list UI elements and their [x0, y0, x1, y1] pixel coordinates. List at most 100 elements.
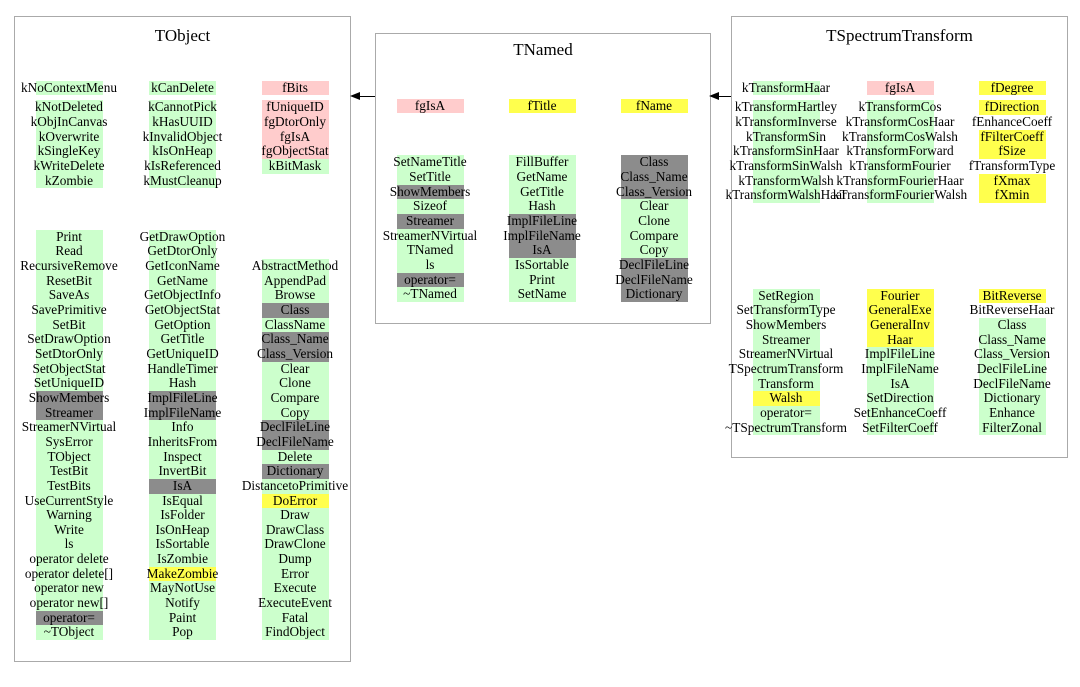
member-geticonname[interactable]: GetIconName: [108, 258, 258, 274]
member-knocontextmenu[interactable]: kNoContextMenu: [0, 80, 144, 96]
member-tobject[interactable]: TObject: [0, 449, 144, 465]
member-setdtoronly[interactable]: SetDtorOnly: [0, 346, 144, 362]
member-tobject[interactable]: ~TObject: [0, 625, 144, 641]
member-ftransformtype[interactable]: fTransformType: [937, 158, 1080, 174]
member-class-version[interactable]: Class_Version: [579, 184, 729, 200]
member-fatal[interactable]: Fatal: [220, 610, 370, 626]
member-setobjectstat[interactable]: SetObjectStat: [0, 361, 144, 377]
class-title-tnamed[interactable]: TNamed: [513, 40, 573, 59]
member-implfileline[interactable]: ImplFileLine: [825, 346, 975, 362]
member-ktransformcoswalsh[interactable]: kTransformCosWalsh: [825, 129, 975, 145]
member-fillbuffer[interactable]: FillBuffer: [467, 155, 617, 171]
member-setbit[interactable]: SetBit: [0, 317, 144, 333]
member-ffiltercoeff[interactable]: fFilterCoeff: [937, 129, 1080, 145]
member-ktransformfourierwalsh[interactable]: kTransformFourierWalsh: [825, 187, 975, 203]
member-implfileline[interactable]: ImplFileLine: [108, 390, 258, 406]
member-knotdeleted[interactable]: kNotDeleted: [0, 100, 144, 116]
member-tnamed[interactable]: TNamed: [355, 242, 505, 258]
member-setregion[interactable]: SetRegion: [711, 288, 861, 304]
member-implfilename[interactable]: ImplFileName: [467, 228, 617, 244]
member-bitreversehaar[interactable]: BitReverseHaar: [937, 303, 1080, 318]
member-ktransforminverse[interactable]: kTransformInverse: [711, 114, 861, 130]
member-usecurrentstyle[interactable]: UseCurrentStyle: [0, 493, 144, 509]
member-fxmax[interactable]: fXmax: [937, 173, 1080, 189]
member-tnamed[interactable]: ~TNamed: [355, 286, 505, 302]
member-streamer[interactable]: Streamer: [0, 405, 144, 421]
member-class-name[interactable]: Class_Name: [579, 169, 729, 185]
member-drawclone[interactable]: DrawClone: [220, 537, 370, 553]
member-operator[interactable]: operator=: [355, 272, 505, 288]
member-setuniqueid[interactable]: SetUniqueID: [0, 375, 144, 391]
member-kzombie[interactable]: kZombie: [0, 173, 144, 189]
member-dictionary[interactable]: Dictionary: [220, 463, 370, 479]
member-fname[interactable]: fName: [579, 98, 729, 114]
member-showmembers[interactable]: ShowMembers: [355, 184, 505, 200]
member-isonheap[interactable]: IsOnHeap: [108, 522, 258, 538]
member-write[interactable]: Write: [0, 522, 144, 538]
member-filterzonal[interactable]: FilterZonal: [937, 420, 1080, 436]
member-dump[interactable]: Dump: [220, 551, 370, 567]
member-class-name[interactable]: Class_Name: [220, 331, 370, 347]
member-khasuuid[interactable]: kHasUUID: [108, 114, 258, 130]
member-ktransformcos[interactable]: kTransformCos: [825, 100, 975, 116]
member-recursiveremove[interactable]: RecursiveRemove: [0, 258, 144, 274]
member-generalinv[interactable]: GeneralInv: [825, 317, 975, 333]
member-testbit[interactable]: TestBit: [0, 463, 144, 479]
member-ftitle[interactable]: fTitle: [467, 98, 617, 114]
member-getobjectinfo[interactable]: GetObjectInfo: [108, 287, 258, 303]
member-ktransformhartley[interactable]: kTransformHartley: [711, 100, 861, 116]
member-execute[interactable]: Execute: [220, 581, 370, 597]
member-transform[interactable]: Transform: [711, 376, 861, 392]
member-funiqueid[interactable]: fUniqueID: [220, 100, 370, 116]
member-print[interactable]: Print: [467, 272, 617, 288]
member-fgisa[interactable]: fgIsA: [355, 98, 505, 114]
member-kinvalidobject[interactable]: kInvalidObject: [108, 129, 258, 145]
member-kisonheap[interactable]: kIsOnHeap: [108, 144, 258, 160]
member-declfilename[interactable]: DeclFileName: [937, 376, 1080, 392]
member-findobject[interactable]: FindObject: [220, 625, 370, 641]
member-ktransformcoshaar[interactable]: kTransformCosHaar: [825, 114, 975, 130]
member-kcandelete[interactable]: kCanDelete: [108, 80, 258, 96]
member-showmembers[interactable]: ShowMembers: [0, 390, 144, 406]
member-haar[interactable]: Haar: [825, 332, 975, 348]
member-copy[interactable]: Copy: [579, 242, 729, 258]
member-dictionary[interactable]: Dictionary: [579, 286, 729, 302]
member-setdirection[interactable]: SetDirection: [825, 390, 975, 406]
member-saveprimitive[interactable]: SavePrimitive: [0, 302, 144, 318]
class-title-tobject[interactable]: TObject: [154, 26, 211, 45]
member-declfilename[interactable]: DeclFileName: [579, 272, 729, 288]
member-generalexe[interactable]: GeneralExe: [825, 303, 975, 318]
member-maynotuse[interactable]: MayNotUse: [108, 581, 258, 597]
member-clone[interactable]: Clone: [220, 375, 370, 391]
member-walsh[interactable]: Walsh: [711, 390, 861, 406]
member-class[interactable]: Class: [937, 317, 1080, 333]
member-fgisa[interactable]: fgIsA: [220, 129, 370, 145]
member-drawclass[interactable]: DrawClass: [220, 522, 370, 538]
member-tspectrumtransform[interactable]: TSpectrumTransform: [711, 361, 861, 377]
member-bitreverse[interactable]: BitReverse: [937, 288, 1080, 304]
member-dictionary[interactable]: Dictionary: [937, 390, 1080, 406]
member-fourier[interactable]: Fourier: [825, 288, 975, 304]
member-declfileline[interactable]: DeclFileLine: [220, 419, 370, 435]
member-setname[interactable]: SetName: [467, 286, 617, 302]
member-sizeof[interactable]: Sizeof: [355, 199, 505, 215]
member-setenhancecoeff[interactable]: SetEnhanceCoeff: [825, 405, 975, 421]
member-implfileline[interactable]: ImplFileLine: [467, 213, 617, 229]
member-issortable[interactable]: IsSortable: [467, 257, 617, 273]
member-fgdtoronly[interactable]: fgDtorOnly: [220, 114, 370, 130]
member-streamernvirtual[interactable]: StreamerNVirtual: [355, 228, 505, 244]
member-declfileline[interactable]: DeclFileLine: [579, 257, 729, 273]
member-tspectrumtransform[interactable]: ~TSpectrumTransform: [711, 420, 861, 436]
member-ktransformsinhaar[interactable]: kTransformSinHaar: [711, 144, 861, 160]
member-kisreferenced[interactable]: kIsReferenced: [108, 158, 258, 174]
member-clear[interactable]: Clear: [220, 361, 370, 377]
member-declfileline[interactable]: DeclFileLine: [937, 361, 1080, 377]
member-class[interactable]: Class: [220, 302, 370, 318]
member-ksinglekey[interactable]: kSingleKey: [0, 144, 144, 160]
member-compare[interactable]: Compare: [579, 228, 729, 244]
member-doerror[interactable]: DoError: [220, 493, 370, 509]
member-isequal[interactable]: IsEqual: [108, 493, 258, 509]
member-executeevent[interactable]: ExecuteEvent: [220, 595, 370, 611]
member-kbitmask[interactable]: kBitMask: [220, 158, 370, 174]
member-abstractmethod[interactable]: AbstractMethod: [220, 258, 370, 274]
